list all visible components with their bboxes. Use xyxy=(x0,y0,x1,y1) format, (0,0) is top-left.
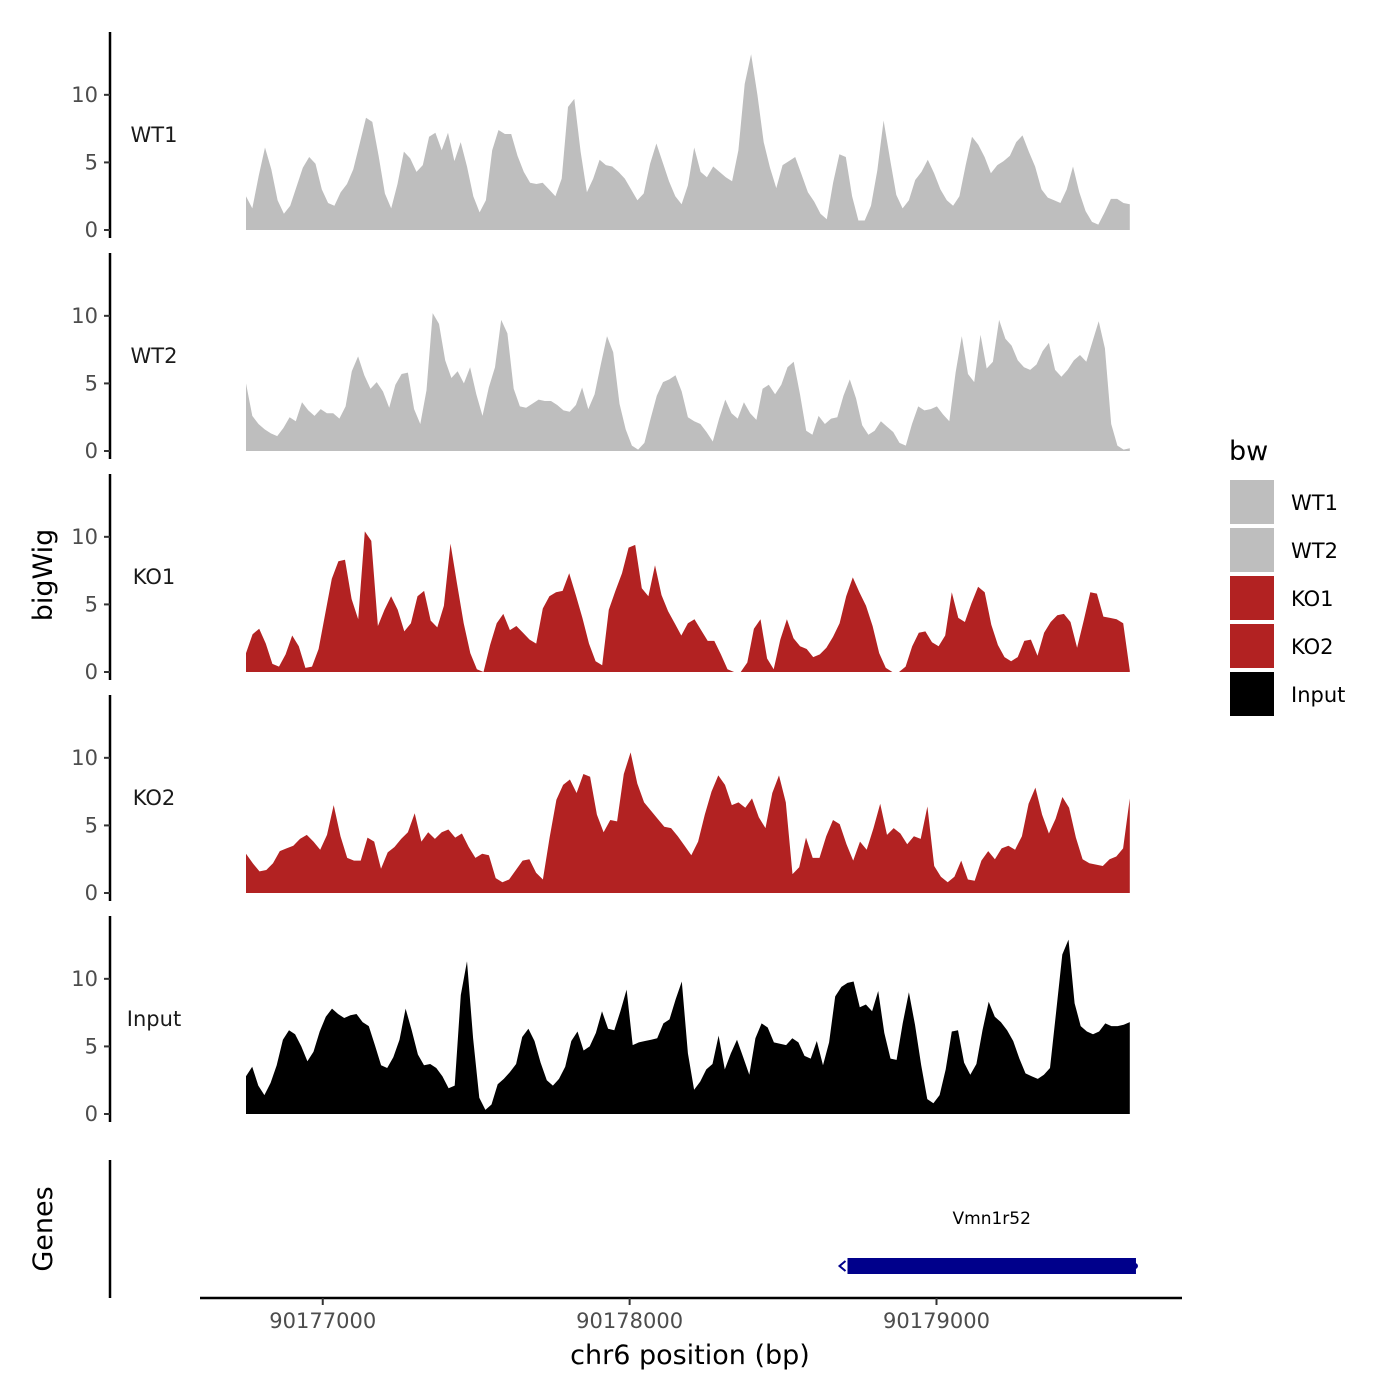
area-wt2 xyxy=(246,313,1130,451)
x-tick-label: 90178000 xyxy=(576,1309,683,1333)
x-axis-title: chr6 position (bp) xyxy=(570,1340,810,1371)
x-tick-label: 90179000 xyxy=(883,1309,990,1333)
legend-label: Input xyxy=(1291,683,1345,707)
gene-label: Vmn1r52 xyxy=(953,1209,1031,1229)
y-tick-label: 10 xyxy=(71,83,98,107)
y-tick-label: 0 xyxy=(85,439,98,463)
legend-swatch xyxy=(1230,576,1274,620)
x-tick-label: 90177000 xyxy=(269,1309,376,1333)
legend-item-wt1: WT1 xyxy=(1230,480,1338,524)
gene-strand-marker xyxy=(837,1260,847,1272)
track-label-wt1: WT1 xyxy=(131,123,178,147)
track-panels: 0 5 10 WT1 0 5 10 WT2 0 5 10 KO1 0 5 10 KO2 0 5 10 Input xyxy=(71,32,1130,1126)
genes-panel: Genes Vmn1r52 xyxy=(28,1160,1138,1298)
area-wt1 xyxy=(246,54,1130,230)
y-tick-label: 0 xyxy=(85,881,98,905)
legend-item-ko1: KO1 xyxy=(1230,576,1334,620)
legend-label: WT1 xyxy=(1291,491,1338,515)
y-tick-label: 10 xyxy=(71,304,98,328)
track-ko1: 0 5 10 KO1 xyxy=(71,474,1130,684)
y-tick-label: 5 xyxy=(85,371,98,395)
legend-title: bw xyxy=(1229,436,1268,467)
legend-swatch xyxy=(1230,624,1274,668)
legend-item-ko2: KO2 xyxy=(1230,624,1334,668)
gene-marks: Vmn1r52 xyxy=(837,1209,1138,1274)
x-ticks: 90177000 90178000 90179000 xyxy=(269,1298,990,1333)
track-label-wt2: WT2 xyxy=(131,344,178,368)
track-label-ko2: KO2 xyxy=(133,786,176,810)
legend-swatch xyxy=(1230,528,1274,572)
track-label-input: Input xyxy=(127,1007,181,1031)
legend-item-wt2: WT2 xyxy=(1230,528,1338,572)
track-wt1: 0 5 10 WT1 xyxy=(71,32,1130,242)
area-input xyxy=(246,939,1130,1114)
legend-swatch xyxy=(1230,672,1274,716)
legend-item-input: Input xyxy=(1230,672,1345,716)
genes-axis-title: Genes xyxy=(28,1186,59,1271)
y-tick-label: 0 xyxy=(85,218,98,242)
y-axis-title: bigWig xyxy=(28,529,59,622)
legend-label: WT2 xyxy=(1291,539,1338,563)
y-tick-label: 5 xyxy=(85,150,98,174)
y-tick-label: 5 xyxy=(85,1034,98,1058)
y-tick-label: 10 xyxy=(71,746,98,770)
y-tick-label: 0 xyxy=(85,1102,98,1126)
gene-body xyxy=(847,1258,1136,1274)
x-axis: 90177000 90178000 90179000 chr6 position (… xyxy=(200,1296,1182,1371)
y-tick-label: 10 xyxy=(71,525,98,549)
legend-swatch xyxy=(1230,480,1274,524)
gene-vmn1r52: Vmn1r52 xyxy=(837,1209,1138,1274)
legend-items: WT1 WT2 KO1 KO2 Input xyxy=(1230,480,1345,716)
area-ko2 xyxy=(246,752,1130,893)
track-ko2: 0 5 10 KO2 xyxy=(71,695,1130,905)
gene-end-marker xyxy=(1131,1263,1138,1269)
track-wt2: 0 5 10 WT2 xyxy=(71,253,1130,463)
y-tick-label: 10 xyxy=(71,967,98,991)
legend: bw WT1 WT2 KO1 KO2 Input xyxy=(1229,436,1345,716)
legend-label: KO1 xyxy=(1291,587,1334,611)
area-ko1 xyxy=(246,531,1130,672)
y-tick-label: 5 xyxy=(85,592,98,616)
y-tick-label: 0 xyxy=(85,660,98,684)
y-tick-label: 5 xyxy=(85,813,98,837)
track-input: 0 5 10 Input xyxy=(71,916,1130,1126)
legend-label: KO2 xyxy=(1291,635,1334,659)
track-label-ko1: KO1 xyxy=(133,565,176,589)
